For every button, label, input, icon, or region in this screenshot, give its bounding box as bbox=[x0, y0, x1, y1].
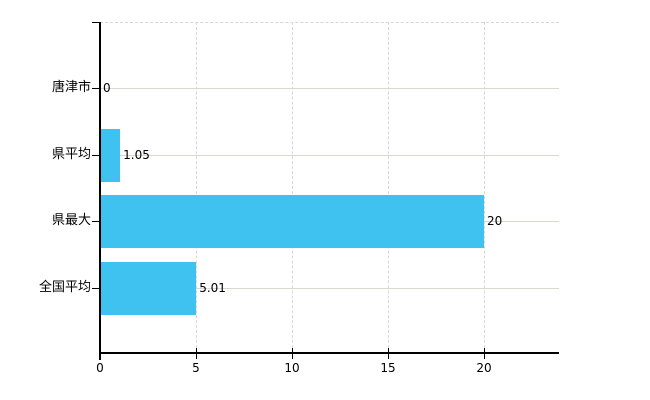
x-axis-tick bbox=[196, 348, 197, 359]
bar-value-label: 0 bbox=[103, 81, 111, 95]
vertical-gridline bbox=[388, 22, 389, 353]
y-axis-tick bbox=[92, 288, 99, 289]
vertical-gridline bbox=[292, 22, 293, 353]
horizontal-gridline bbox=[100, 155, 559, 156]
x-axis-tick bbox=[388, 348, 389, 359]
y-axis-label: 県最大 bbox=[51, 213, 91, 228]
y-axis-tick bbox=[92, 155, 99, 156]
x-axis-line bbox=[99, 352, 559, 354]
plot-top-border bbox=[100, 22, 559, 23]
x-axis-tick-label: 5 bbox=[192, 361, 200, 375]
y-axis-line bbox=[99, 22, 101, 360]
x-axis-tick-label: 0 bbox=[96, 361, 104, 375]
y-axis-label: 全国平均 bbox=[38, 280, 91, 295]
x-axis-tick bbox=[100, 348, 101, 359]
horizontal-gridline bbox=[100, 88, 559, 89]
vertical-gridline bbox=[484, 22, 485, 353]
horizontal-gridline bbox=[100, 288, 559, 289]
x-axis-tick bbox=[484, 348, 485, 359]
bar-value-label: 1.05 bbox=[123, 148, 150, 162]
bar bbox=[100, 128, 120, 182]
x-axis-tick-label: 15 bbox=[380, 361, 396, 375]
y-axis-tick bbox=[92, 221, 99, 222]
y-axis-label: 唐津市 bbox=[51, 80, 91, 95]
y-axis-tick bbox=[92, 88, 99, 89]
x-axis-tick bbox=[292, 348, 293, 359]
x-axis-tick-label: 10 bbox=[284, 361, 300, 375]
x-axis-tick-label: 20 bbox=[476, 361, 492, 375]
bar-value-label: 20 bbox=[487, 214, 503, 228]
y-axis-label: 県平均 bbox=[51, 147, 91, 162]
bar bbox=[100, 261, 196, 315]
bar-value-label: 5.01 bbox=[199, 281, 226, 295]
bar bbox=[100, 194, 484, 248]
vertical-gridline bbox=[196, 22, 197, 353]
y-axis-top-tick bbox=[92, 22, 99, 23]
